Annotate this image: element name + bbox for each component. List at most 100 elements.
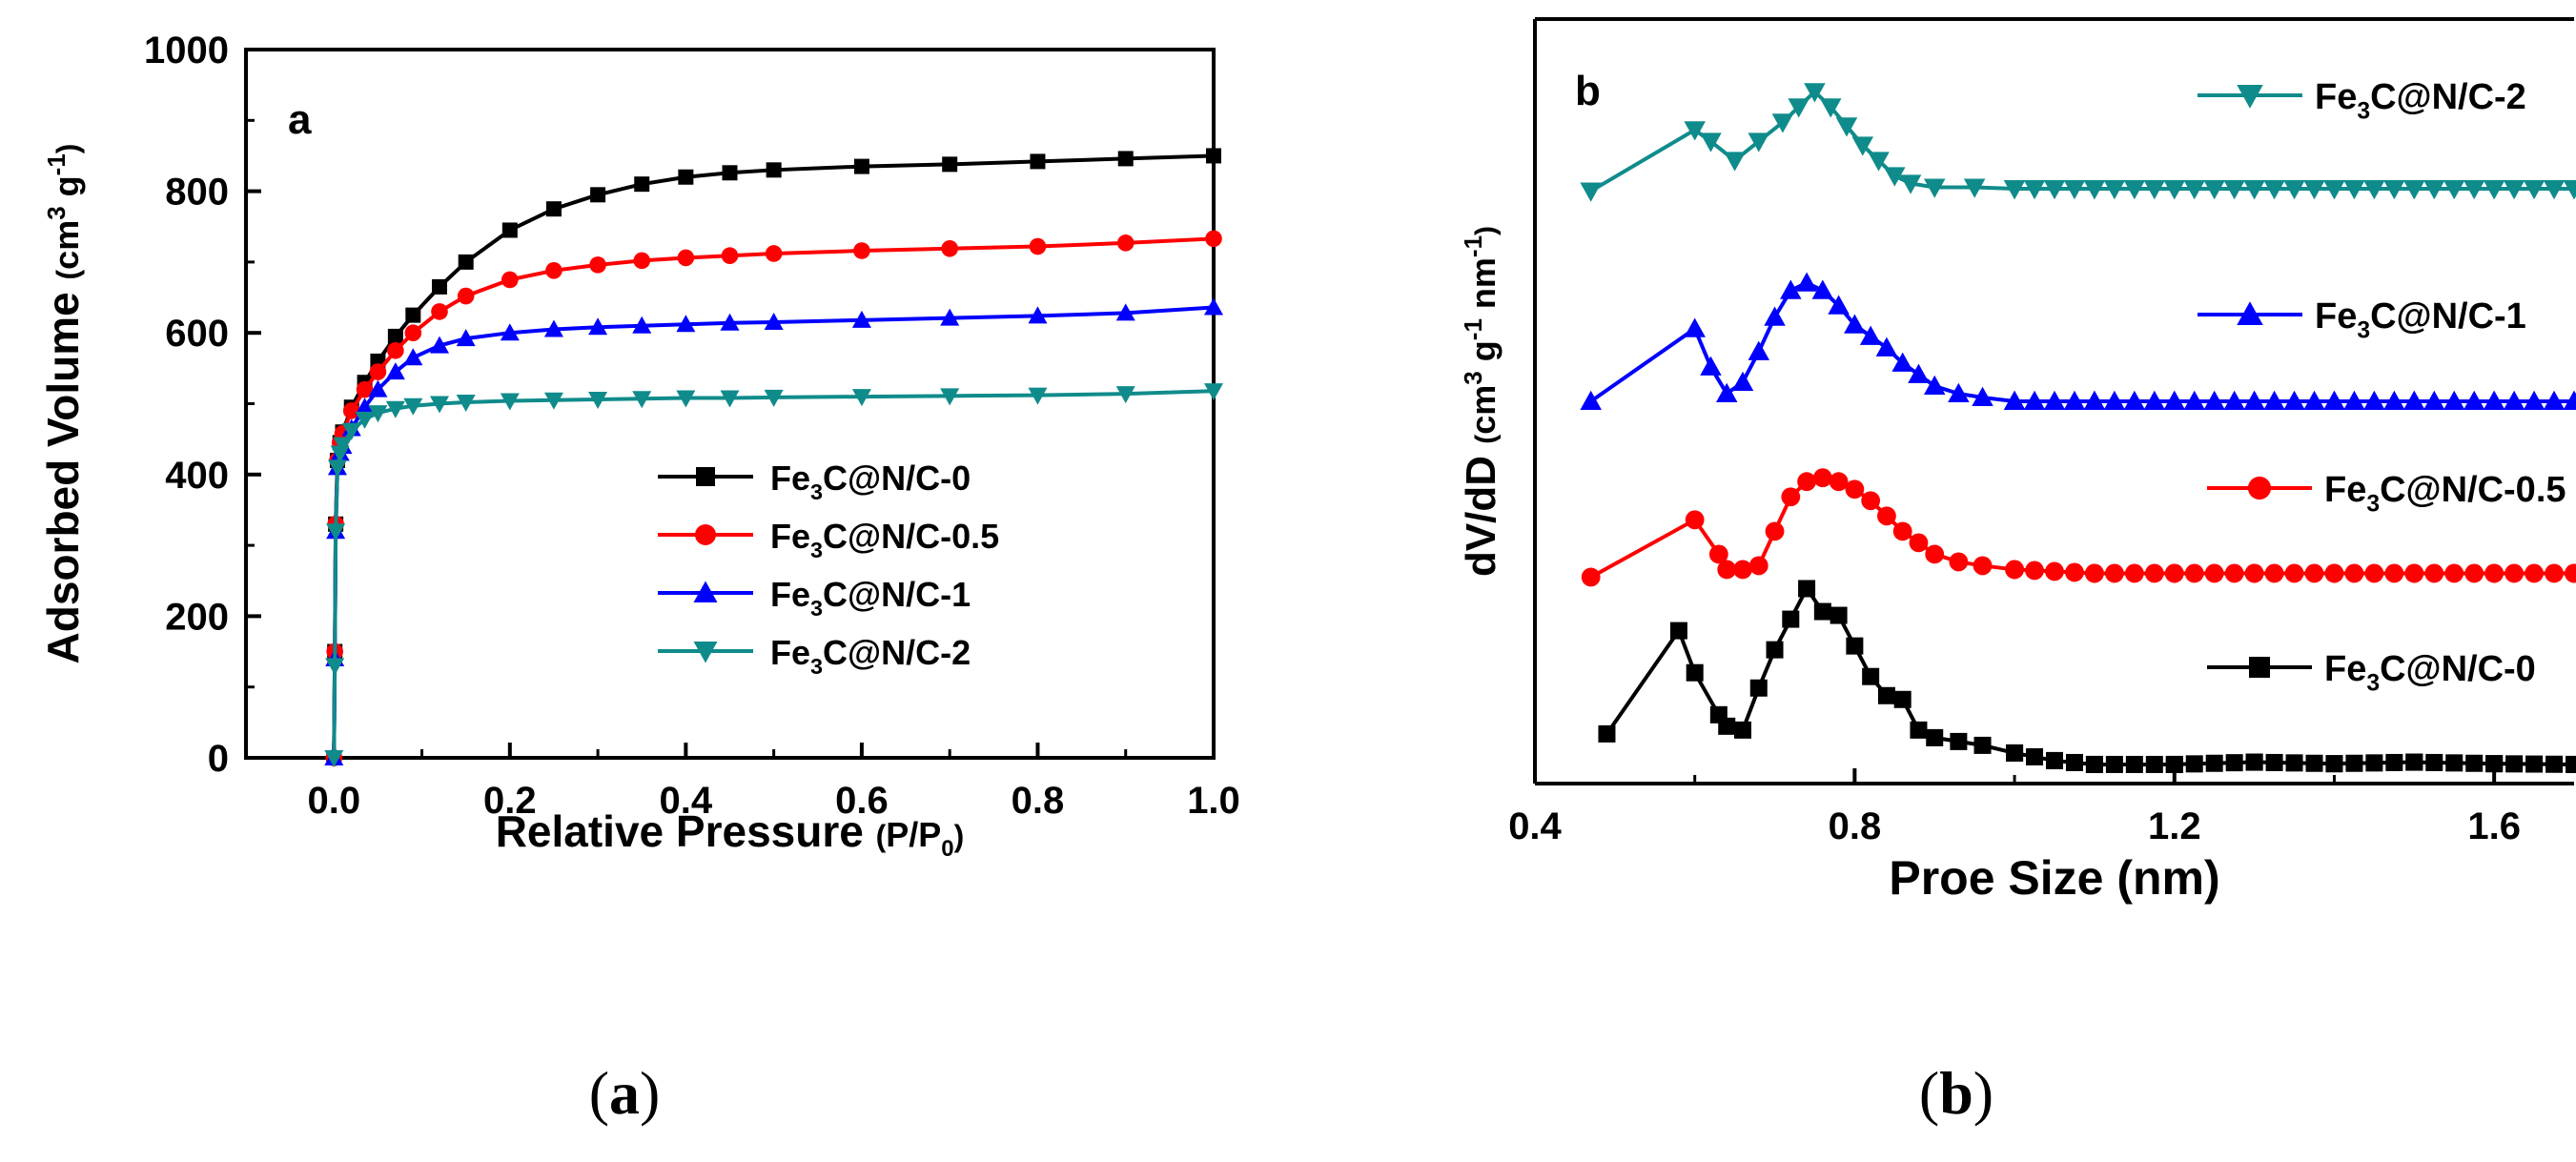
data-point [2165,755,2183,773]
data-point [2505,755,2524,773]
data-point [1798,580,1816,598]
data-point [1771,113,1794,133]
legend-label-post: C@N/C-0 [2380,649,2536,689]
data-point [941,239,958,257]
data-point [1851,136,1874,156]
data-point [632,391,652,409]
data-point [2344,563,2364,583]
data-point [2403,390,2425,410]
data-point [403,348,423,366]
panel-letter: a [288,96,312,143]
legend-label: Fe3C@N/C-2 [770,633,971,679]
data-point [632,316,652,334]
y-axis-paren-close: ) [1470,226,1502,235]
data-point [1782,610,1800,628]
data-point [2525,755,2544,773]
data-point [2305,754,2323,772]
data-point [1812,468,1832,488]
data-point [2543,390,2566,410]
data-point [2384,563,2404,583]
data-point [766,162,782,178]
data-point [1206,148,1221,164]
data-point [500,393,520,411]
data-point [2003,390,2026,410]
y-axis-label: Adsorbed Volume (cm3 g-1) [38,144,88,664]
data-point [588,392,608,410]
legend-label-sub: 3 [2357,99,2370,125]
data-point [1581,567,1601,587]
data-point [2005,560,2024,580]
data-point [355,411,375,429]
data-point [677,249,695,267]
data-point [341,422,361,440]
data-point [2184,563,2204,583]
data-point [2465,754,2484,772]
data-point [2566,755,2576,773]
data-point [2404,563,2424,583]
data-point [2563,390,2576,410]
data-point [1811,279,1834,299]
data-point [1893,690,1912,708]
data-point [2223,180,2245,200]
data-point [1972,386,1993,406]
data-point [678,169,694,185]
data-point [2243,180,2265,200]
data-point [2363,180,2385,200]
legend-label-sub: 3 [810,479,823,504]
legend-label-pre: Fe [2324,470,2366,510]
data-point [2143,390,2166,410]
data-point [1844,314,1866,334]
y-axis-unit-mid: g [47,175,86,206]
data-point [1780,279,1802,299]
data-point [1909,533,1929,553]
legend-label: Fe3C@N/C-2 [2315,77,2526,125]
data-point [403,398,423,416]
data-point [1830,606,1848,624]
legend-label: Fe3C@N/C-0 [2324,649,2536,697]
legend-marker [2237,85,2263,109]
data-point [2263,390,2285,410]
data-point [1804,83,1826,103]
data-point [942,156,958,173]
data-point [2543,180,2566,200]
data-point [1669,622,1687,640]
data-point [2183,390,2205,410]
data-point [2405,753,2423,771]
data-point [2443,180,2465,200]
caption-b-letter: b [1939,1059,1973,1127]
data-point [2003,180,2026,200]
x-axis-label: Relative Pressure (P/P0) [496,806,965,862]
data-point [2225,754,2243,772]
data-point [2323,180,2345,200]
data-point [633,252,651,270]
legend-label-pre: Fe [770,459,810,498]
legend-label-pre: Fe [2315,296,2357,336]
data-point [2423,180,2445,200]
legend-marker [696,467,715,486]
data-point [1748,133,1770,153]
data-point [430,396,449,414]
data-point [1715,382,1738,402]
data-point [2123,180,2146,200]
x-tick-label: 0.4 [1508,805,1562,847]
data-point [545,201,562,217]
y-tick-label: 800 [165,172,229,214]
data-point [1797,472,1816,492]
data-point [1748,340,1770,360]
data-point [1028,387,1048,405]
data-point [676,390,696,408]
data-point [2046,751,2063,769]
series-Fe3C@N/C-2 [324,383,1223,767]
data-point [1899,174,1922,194]
data-point [2545,755,2564,773]
data-point [1781,487,1801,507]
data-point [1205,230,1222,248]
caption-a: (a) [589,1059,661,1127]
legend-label-post: C@N/C-2 [2370,77,2526,117]
legend-label-pre: Fe [770,517,810,556]
data-point [2343,390,2365,410]
y-tick-label: 200 [165,596,229,638]
data-point [1685,510,1705,530]
series-Fe3C@N/C-2 [1580,83,2576,202]
